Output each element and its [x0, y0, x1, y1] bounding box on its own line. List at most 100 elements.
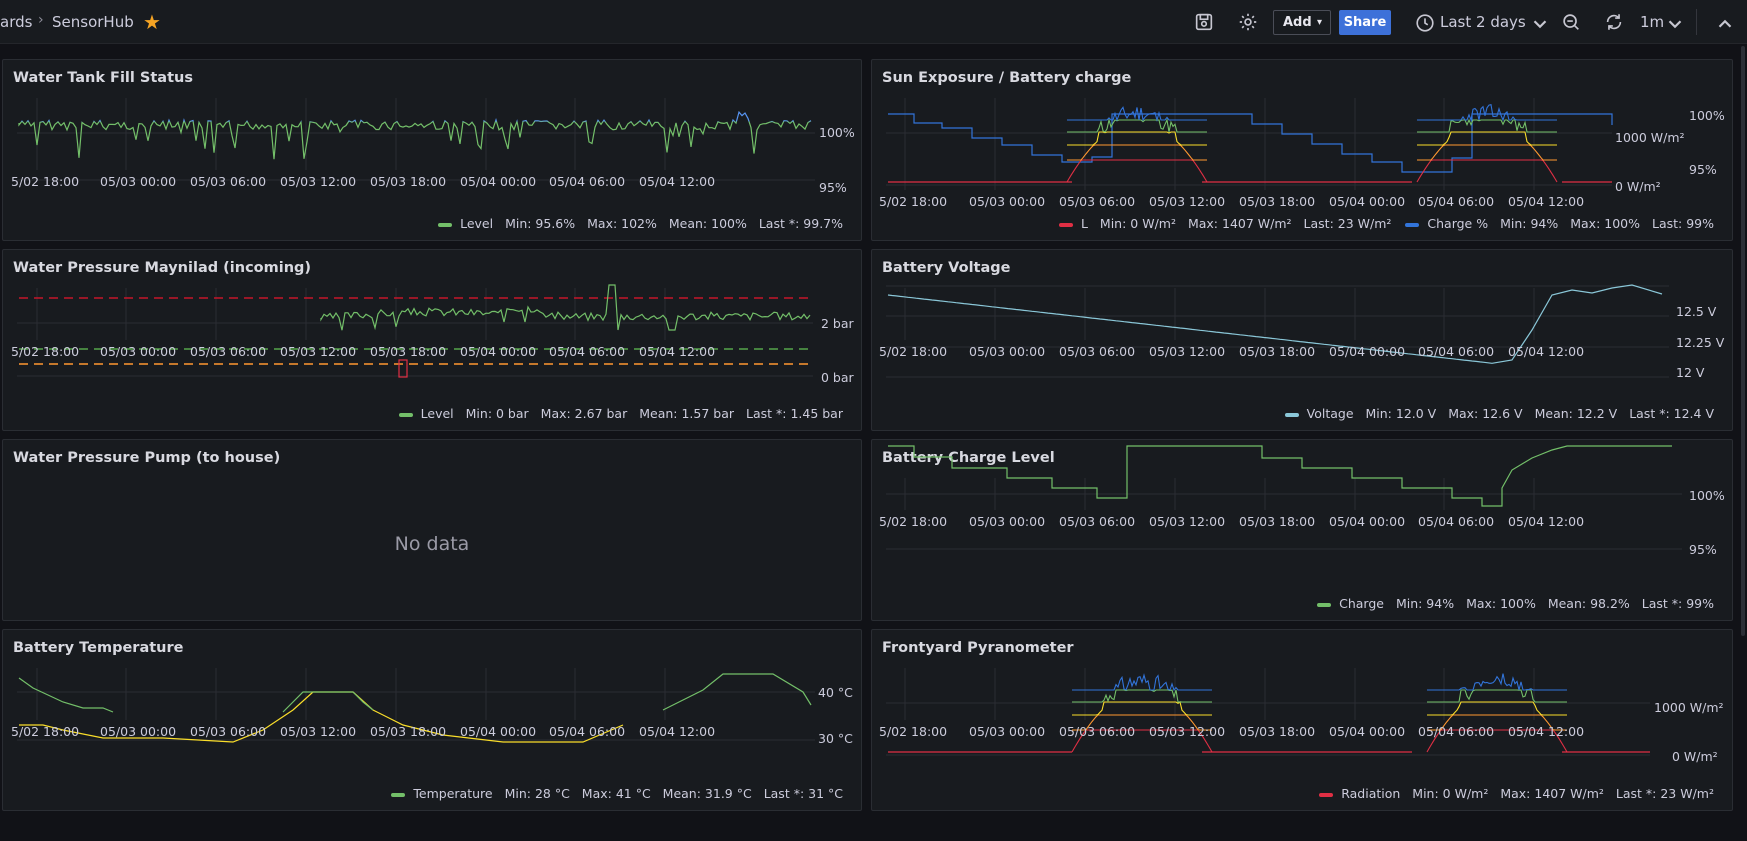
star-icon[interactable]: ★ [143, 10, 161, 34]
legend-mean: Mean: 31.9 °C [662, 786, 752, 801]
y-tick: 40 °C [818, 685, 853, 700]
series-line-voltage [887, 284, 1663, 364]
x-tick: 05/04 00:00 [1329, 194, 1405, 209]
x-tick: 05/03 00:00 [969, 344, 1045, 359]
refresh-icon[interactable] [1603, 11, 1625, 33]
legend-swatch [1319, 792, 1334, 797]
legend-mean: Mean: 100% [668, 216, 747, 231]
panel-battery-temperature[interactable]: Battery Temperature 40 °C 30 °C 5/02 18:… [2, 629, 862, 811]
x-tick: 05/04 06:00 [549, 174, 625, 189]
panel-water-tank[interactable]: Water Tank Fill Status 100% 95% 5/02 18:… [2, 59, 862, 241]
x-tick: 05/03 06:00 [190, 724, 266, 739]
legend-max: Max: 1407 W/m² [1187, 216, 1292, 231]
panel-frontyard-pyranometer[interactable]: Frontyard Pyranometer 1000 W/m² 0 W/m² 5… [871, 629, 1733, 811]
legend-series: Level [420, 406, 454, 421]
y-tick: 2 bar [821, 316, 855, 331]
page-title[interactable]: SensorHub [52, 13, 134, 31]
panel-legend[interactable]: Level Min: 0 bar Max: 2.67 bar Mean: 1.5… [389, 406, 843, 421]
panel-water-pressure-pump[interactable]: Water Pressure Pump (to house) No data [2, 439, 862, 621]
zoom-out-icon[interactable] [1560, 11, 1582, 33]
legend-max: Max: 100% [1570, 216, 1640, 231]
chevron-down-icon[interactable] [1664, 13, 1682, 29]
y-tick: 0 bar [821, 370, 855, 385]
series-line-charge [888, 113, 1613, 173]
panel-battery-charge-level[interactable]: Battery Charge Level 100% 95% 5/02 18:00… [871, 439, 1733, 621]
no-data-message: No data [394, 533, 470, 555]
series-line-level [320, 284, 811, 331]
tank-plot: 100% 95% 5/02 18:00 05/03 00:00 05/03 06:0… [11, 98, 855, 195]
series-line-radiation [1427, 689, 1567, 703]
legend-min: Min: 28 °C [504, 786, 570, 801]
share-button[interactable]: Share [1339, 10, 1391, 35]
panel-title: Water Pressure Pump (to house) [13, 450, 281, 466]
y-tick-left: 1000 W/m² [1615, 130, 1685, 145]
gear-icon[interactable] [1237, 11, 1259, 33]
legend-series: L [1080, 216, 1088, 231]
x-tick: 05/04 12:00 [1508, 344, 1584, 359]
chevron-up-icon[interactable] [1714, 13, 1732, 29]
add-button-label: Add [1283, 15, 1312, 30]
legend-swatch [391, 792, 406, 797]
x-tick: 05/04 06:00 [1418, 194, 1494, 209]
x-tick: 05/03 06:00 [190, 174, 266, 189]
panel-title: Water Tank Fill Status [13, 70, 193, 86]
add-button[interactable]: Add ▾ [1273, 10, 1331, 35]
clock-icon[interactable] [1414, 12, 1434, 32]
time-range-picker[interactable]: Last 2 days [1440, 13, 1526, 31]
panel-legend[interactable]: Radiation Min: 0 W/m² Max: 1407 W/m² Las… [1309, 786, 1714, 801]
x-tick: 05/03 12:00 [1149, 194, 1225, 209]
panel-title: Battery Temperature [13, 640, 184, 656]
series-line-radiation [1072, 701, 1212, 716]
legend-max: Max: 102% [587, 216, 657, 231]
x-tick: 5/02 18:00 [11, 724, 79, 739]
y-tick: 0 W/m² [1672, 749, 1718, 764]
legend-last: Last *: 99% [1641, 596, 1714, 611]
x-tick: 05/04 00:00 [1329, 344, 1405, 359]
series-line-radiation [1426, 729, 1568, 753]
temp-plot: 40 °C 30 °C 5/02 18:00 05/03 00:00 05/03 0… [11, 668, 853, 746]
panel-sun-exposure[interactable]: Sun Exposure / Battery charge 1000 W/m² … [871, 59, 1733, 241]
scrollbar-thumb[interactable] [1741, 46, 1745, 636]
pyra-plot: 1000 W/m² 0 W/m² 5/02 18:00 05/03 00:00 05… [879, 668, 1724, 764]
series-line-radiation [1427, 673, 1567, 691]
x-tick: 05/03 12:00 [280, 174, 356, 189]
x-tick: 05/04 06:00 [1418, 514, 1494, 529]
chevron-down-icon[interactable] [1529, 13, 1547, 29]
y-tick: 12.25 V [1676, 335, 1725, 350]
series-line-l [1067, 144, 1207, 161]
x-tick: 5/02 18:00 [879, 724, 947, 739]
legend-last: Last *: 12.4 V [1629, 406, 1714, 421]
panel-legend[interactable]: Voltage Min: 12.0 V Max: 12.6 V Mean: 12… [1275, 406, 1714, 421]
series-line-l [1066, 159, 1208, 183]
panel-legend[interactable]: Charge Min: 94% Max: 100% Mean: 98.2% La… [1307, 596, 1714, 611]
series-line-radiation [1072, 714, 1212, 731]
x-tick: 05/03 06:00 [1059, 514, 1135, 529]
series-line-radiation [1072, 689, 1212, 703]
x-tick: 05/04 00:00 [460, 344, 536, 359]
panel-legend[interactable]: L Min: 0 W/m² Max: 1407 W/m² Last: 23 W/… [1049, 216, 1714, 231]
legend-series: Radiation [1341, 786, 1401, 801]
series-line-charge [888, 445, 1672, 507]
legend-max: Max: 1407 W/m² [1500, 786, 1604, 801]
refresh-interval-picker[interactable]: 1m [1640, 13, 1665, 31]
panel-battery-voltage[interactable]: Battery Voltage 12.5 V 12.25 V 12 V 5/02… [871, 249, 1733, 431]
legend-last: Last *: 23 W/m² [1615, 786, 1714, 801]
x-tick: 05/04 06:00 [549, 344, 625, 359]
x-tick: 05/03 12:00 [280, 724, 356, 739]
legend-max: Max: 12.6 V [1448, 406, 1523, 421]
panel-title: Frontyard Pyranometer [882, 640, 1074, 656]
breadcrumb-prev[interactable]: ards [0, 13, 33, 31]
legend-last: Last *: 99.7% [758, 216, 843, 231]
legend-min: Min: 0 W/m² [1412, 786, 1489, 801]
panel-legend[interactable]: Level Min: 95.6% Max: 102% Mean: 100% La… [428, 216, 843, 231]
y-tick: 100% [1689, 488, 1725, 503]
panel-title: Sun Exposure / Battery charge [882, 70, 1132, 86]
legend-last: Last: 99% [1651, 216, 1714, 231]
page-scrollbar[interactable] [1739, 44, 1747, 841]
panel-water-pressure-maynilad[interactable]: Water Pressure Maynilad (incoming) 2 bar… [2, 249, 862, 431]
x-tick: 05/04 00:00 [1329, 514, 1405, 529]
series-line-radiation [1072, 673, 1212, 692]
save-icon[interactable] [1193, 11, 1215, 33]
panel-legend[interactable]: Temperature Min: 28 °C Max: 41 °C Mean: … [381, 786, 843, 801]
breadcrumb-separator: › [38, 12, 44, 28]
